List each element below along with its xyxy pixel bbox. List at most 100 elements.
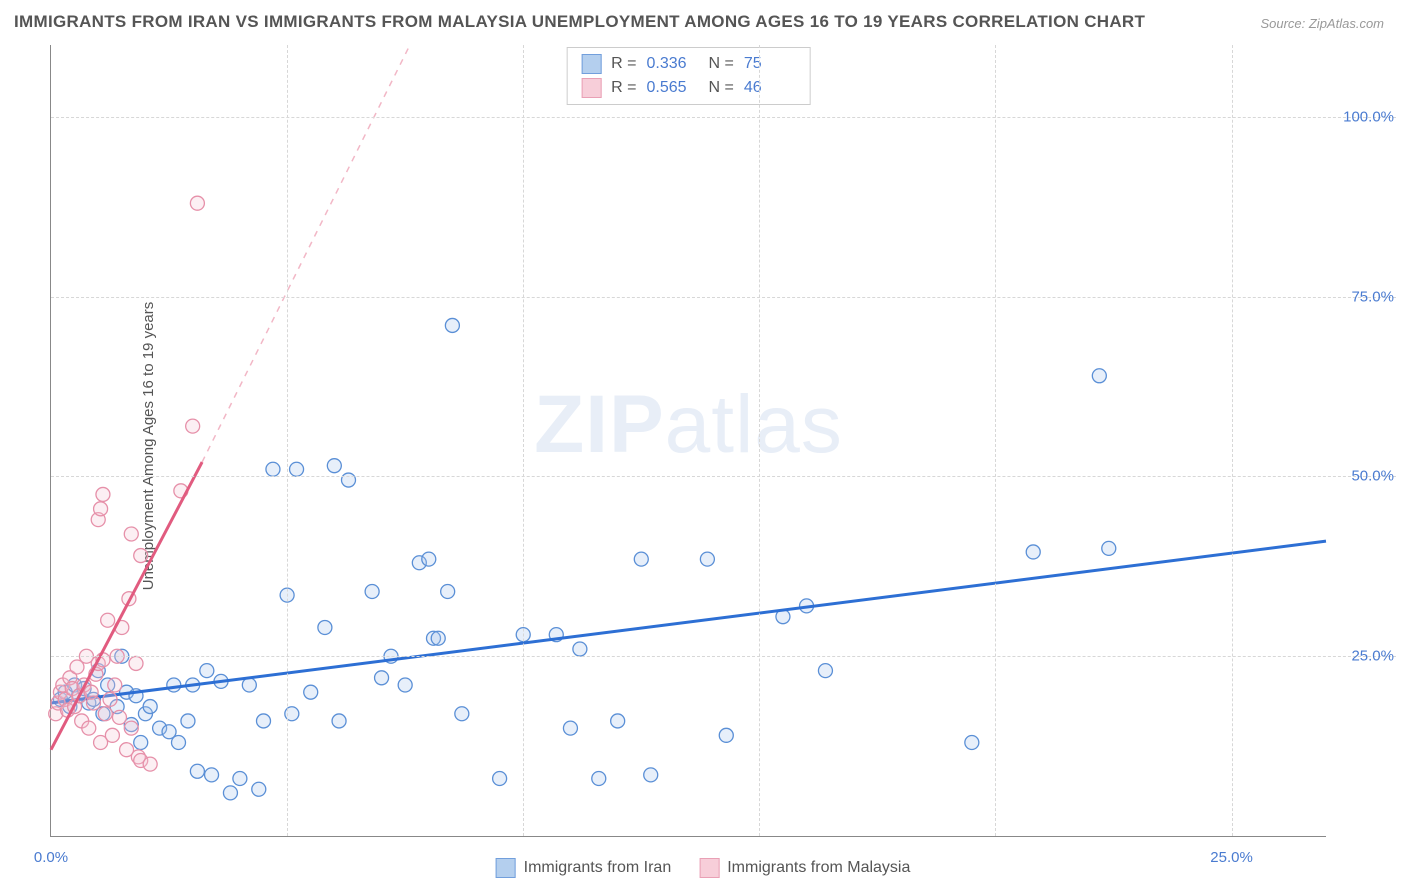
- x-tick-label: 25.0%: [1210, 849, 1253, 866]
- y-tick-label: 75.0%: [1351, 288, 1394, 305]
- scatter-point: [318, 620, 332, 634]
- scatter-point: [332, 714, 346, 728]
- trend-line: [51, 541, 1326, 703]
- bottom-legend-item: Immigrants from Malaysia: [699, 858, 910, 878]
- stat-n-value: 46: [744, 76, 796, 100]
- grid-line-v: [995, 45, 996, 836]
- stat-r-label: R =: [611, 52, 636, 76]
- scatter-point: [103, 692, 117, 706]
- scatter-point: [563, 721, 577, 735]
- scatter-point: [431, 631, 445, 645]
- bottom-legend: Immigrants from Iran Immigrants from Mala…: [496, 858, 911, 878]
- scatter-point: [304, 685, 318, 699]
- scatter-point: [134, 549, 148, 563]
- legend-swatch: [581, 78, 601, 98]
- x-tick-label: 0.0%: [34, 849, 68, 866]
- grid-line-h: [51, 117, 1396, 118]
- chart-title: IMMIGRANTS FROM IRAN VS IMMIGRANTS FROM …: [14, 12, 1145, 32]
- bottom-legend-item: Immigrants from Iran: [496, 858, 672, 878]
- legend-swatch: [699, 858, 719, 878]
- scatter-point: [445, 318, 459, 332]
- scatter-point: [700, 552, 714, 566]
- scatter-point: [455, 707, 469, 721]
- scatter-point: [365, 585, 379, 599]
- scatter-point: [134, 736, 148, 750]
- scatter-point: [112, 710, 126, 724]
- scatter-point: [818, 664, 832, 678]
- grid-line-h: [51, 656, 1396, 657]
- scatter-point: [82, 721, 96, 735]
- scatter-point: [233, 771, 247, 785]
- scatter-point: [441, 585, 455, 599]
- trend-line: [51, 462, 202, 750]
- scatter-point: [108, 678, 122, 692]
- scatter-point: [143, 757, 157, 771]
- scatter-point: [143, 700, 157, 714]
- scatter-point: [266, 462, 280, 476]
- scatter-point: [172, 736, 186, 750]
- source-attribution: Source: ZipAtlas.com: [1260, 16, 1384, 31]
- scatter-point: [190, 196, 204, 210]
- scatter-point: [611, 714, 625, 728]
- scatter-point: [96, 487, 110, 501]
- scatter-point: [98, 707, 112, 721]
- scatter-point: [965, 736, 979, 750]
- scatter-point: [124, 721, 138, 735]
- legend-swatch: [581, 54, 601, 74]
- scatter-point: [94, 502, 108, 516]
- stat-n-label: N =: [709, 76, 734, 100]
- stat-r-label: R =: [611, 76, 636, 100]
- scatter-point: [105, 728, 119, 742]
- scatter-point: [223, 786, 237, 800]
- trend-line-dashed: [202, 45, 410, 462]
- plot-area: ZIPatlas R =0.336N =75R =0.565N =46 25.0…: [50, 45, 1326, 837]
- scatter-point: [493, 771, 507, 785]
- legend-swatch: [496, 858, 516, 878]
- scatter-point: [205, 768, 219, 782]
- scatter-point: [242, 678, 256, 692]
- scatter-point: [327, 459, 341, 473]
- grid-line-v: [1232, 45, 1233, 836]
- scatter-point: [190, 764, 204, 778]
- scatter-point: [200, 664, 214, 678]
- scatter-svg: [51, 45, 1326, 836]
- scatter-point: [124, 527, 138, 541]
- y-tick-label: 100.0%: [1343, 108, 1394, 125]
- stats-legend-row: R = 0.565 N = 46: [581, 76, 796, 100]
- scatter-point: [573, 642, 587, 656]
- stat-n-value: 75: [744, 52, 796, 76]
- scatter-point: [167, 678, 181, 692]
- scatter-point: [129, 656, 143, 670]
- scatter-point: [592, 771, 606, 785]
- stat-n-label: N =: [709, 52, 734, 76]
- scatter-point: [1092, 369, 1106, 383]
- stat-r-value: 0.565: [647, 76, 699, 100]
- grid-line-v: [523, 45, 524, 836]
- bottom-legend-label: Immigrants from Malaysia: [727, 859, 910, 877]
- scatter-point: [290, 462, 304, 476]
- scatter-point: [87, 696, 101, 710]
- scatter-point: [186, 419, 200, 433]
- y-tick-label: 25.0%: [1351, 648, 1394, 665]
- stats-legend-row: R = 0.336 N = 75: [581, 52, 796, 76]
- grid-line-v: [759, 45, 760, 836]
- grid-line-h: [51, 297, 1396, 298]
- grid-line-h: [51, 476, 1396, 477]
- scatter-point: [634, 552, 648, 566]
- scatter-point: [375, 671, 389, 685]
- scatter-point: [719, 728, 733, 742]
- bottom-legend-label: Immigrants from Iran: [524, 859, 672, 877]
- scatter-point: [644, 768, 658, 782]
- scatter-point: [398, 678, 412, 692]
- scatter-point: [257, 714, 271, 728]
- y-tick-label: 50.0%: [1351, 468, 1394, 485]
- scatter-point: [1102, 541, 1116, 555]
- scatter-point: [1026, 545, 1040, 559]
- scatter-point: [422, 552, 436, 566]
- scatter-point: [342, 473, 356, 487]
- scatter-point: [181, 714, 195, 728]
- stat-r-value: 0.336: [647, 52, 699, 76]
- stats-legend: R = 0.336 N = 75 R = 0.565 N = 46: [566, 47, 811, 105]
- scatter-point: [101, 613, 115, 627]
- scatter-point: [252, 782, 266, 796]
